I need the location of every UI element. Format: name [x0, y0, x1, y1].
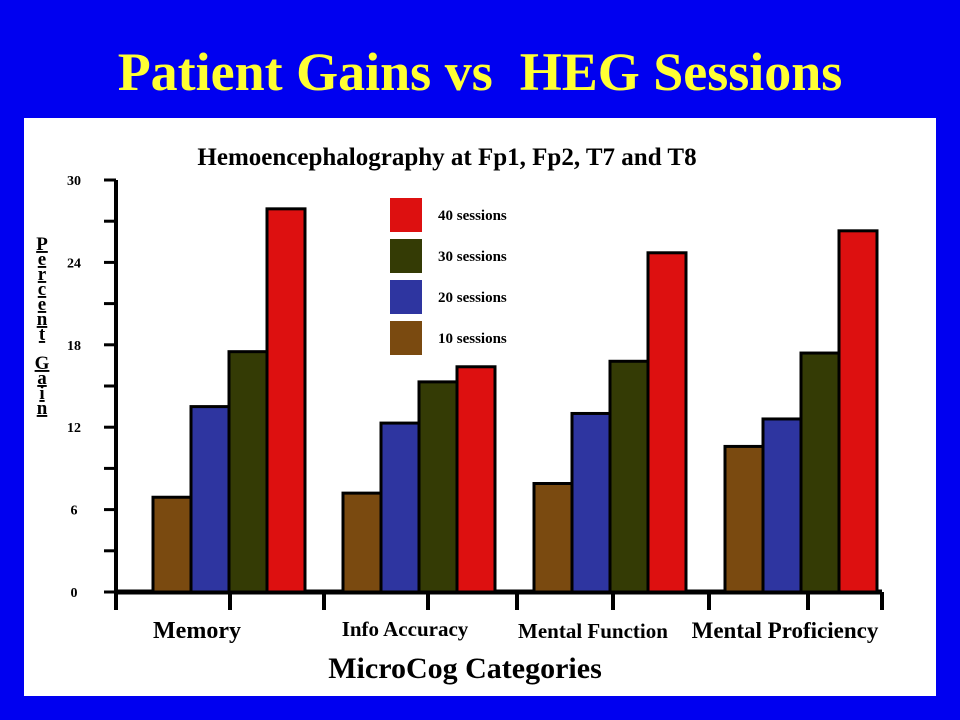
y-axis-label-letter: t	[39, 324, 46, 345]
legend-swatch	[390, 239, 422, 273]
y-axis-label-letter: e	[38, 249, 46, 270]
x-axis	[114, 589, 884, 610]
y-tick-label: 18	[67, 339, 81, 354]
legend-label: 10 sessions	[438, 331, 507, 347]
y-tick-label: 12	[67, 421, 81, 436]
bar	[379, 421, 421, 594]
y-axis-label-letter: i	[39, 383, 44, 404]
legend-label: 30 sessions	[438, 249, 507, 265]
bar	[646, 251, 688, 594]
y-axis: 0 6 12 18 24 30	[67, 174, 118, 601]
bar	[570, 411, 612, 594]
bar	[455, 365, 497, 594]
category-label: Mental Proficiency	[692, 618, 879, 643]
category-labels: Memory Info Accuracy Mental Function Mental…	[153, 617, 879, 644]
y-tick-label: 0	[71, 586, 78, 601]
legend-label: 40 sessions	[438, 208, 507, 224]
category-label: Info Accuracy	[342, 617, 469, 641]
legend-swatch	[390, 280, 422, 314]
bar	[532, 482, 574, 594]
legend-label: 20 sessions	[438, 290, 507, 306]
category-label: Mental Function	[518, 619, 668, 643]
category-label: Memory	[153, 618, 241, 644]
chart-panel: Hemoencephalography at Fp1, Fp2, T7 and …	[24, 118, 936, 696]
bar	[837, 229, 879, 594]
y-axis-label-letter: G	[35, 353, 50, 374]
bar	[799, 351, 841, 594]
bar	[341, 491, 383, 594]
legend: 40 sessions 30 sessions 20 sessions 10 sess…	[390, 198, 507, 355]
y-axis-label-letter: n	[37, 398, 48, 419]
y-axis-label-letter: c	[38, 279, 46, 300]
bar	[723, 444, 765, 594]
slide-title: Patient Gains vs HEG Sessions	[117, 42, 843, 102]
legend-swatch	[390, 198, 422, 232]
bar	[189, 405, 231, 594]
bar	[417, 380, 459, 594]
chart-title: Hemoencephalography at Fp1, Fp2, T7 and …	[197, 144, 696, 171]
bar	[151, 495, 193, 594]
legend-swatch	[390, 321, 422, 355]
y-tick-label: 30	[67, 174, 81, 189]
bar	[227, 350, 269, 594]
y-axis-label-letter: a	[37, 368, 47, 389]
bar-chart: Hemoencephalography at Fp1, Fp2, T7 and …	[35, 144, 884, 685]
x-axis-label: MicroCog Categories	[328, 652, 602, 685]
y-axis-label-letter: e	[38, 294, 46, 315]
y-axis-label-letter: n	[37, 309, 48, 330]
y-axis-label-letter: P	[36, 234, 48, 255]
y-tick-label: 24	[67, 256, 81, 271]
bar	[265, 207, 307, 594]
bars	[151, 207, 879, 594]
y-axis-label-letter: r	[38, 264, 47, 285]
bar	[761, 417, 803, 594]
y-tick-label: 6	[71, 504, 78, 519]
bar	[608, 359, 650, 594]
